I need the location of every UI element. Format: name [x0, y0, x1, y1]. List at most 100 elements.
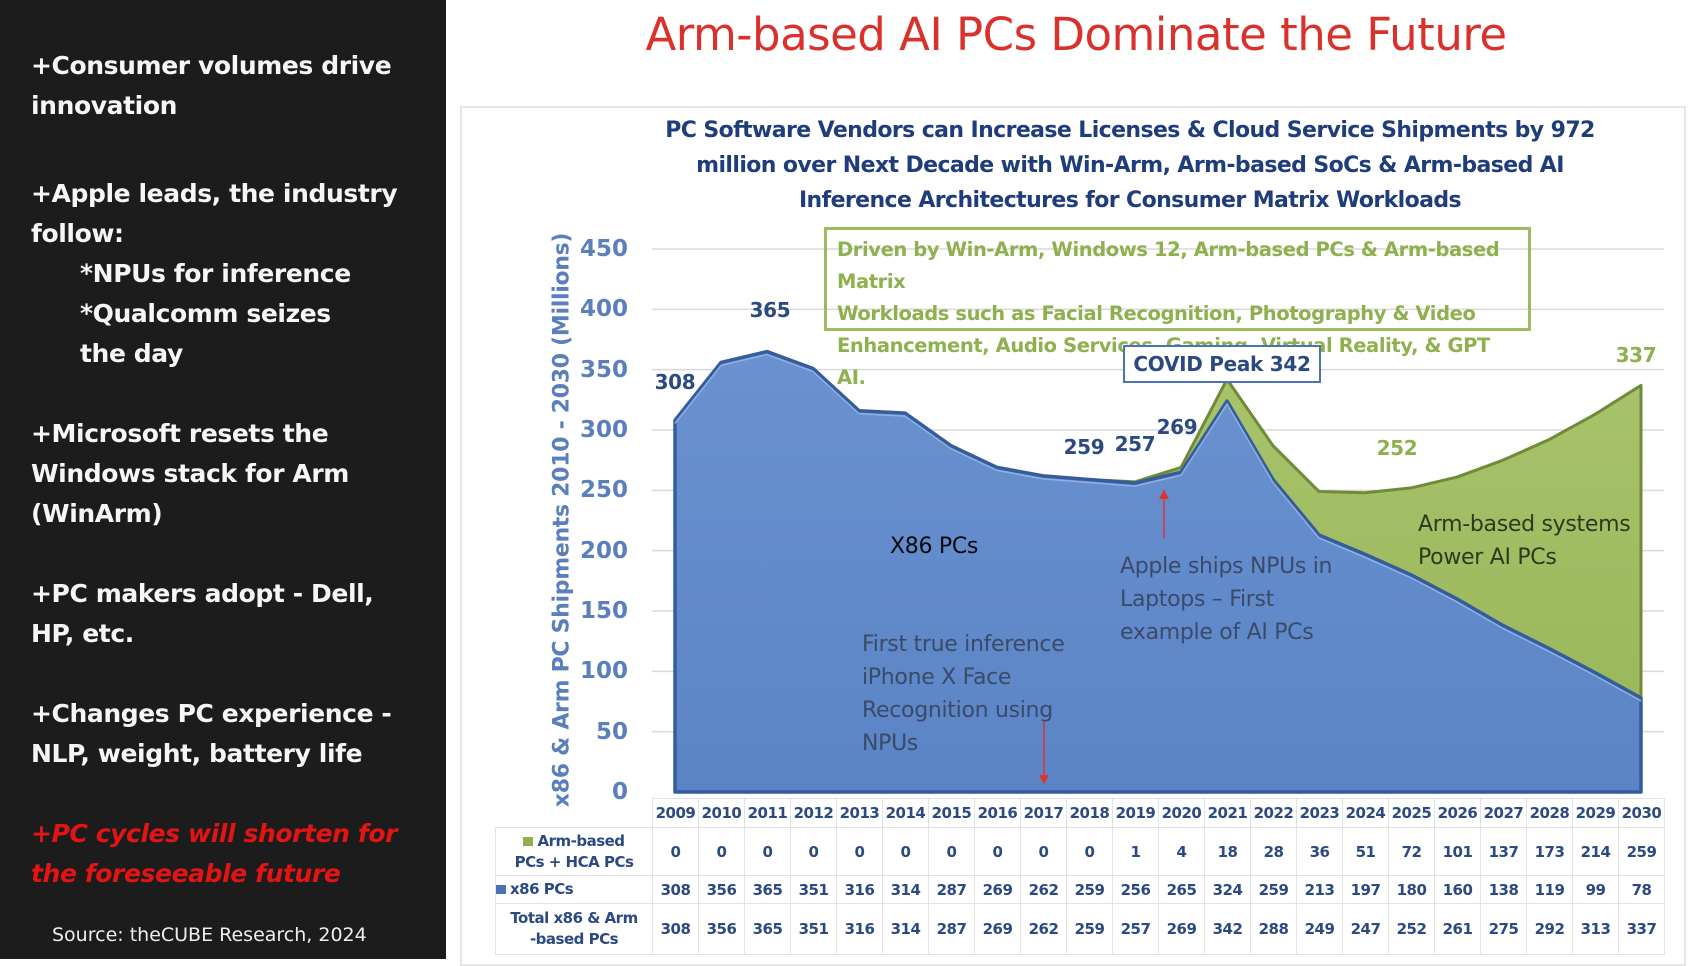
bullet-line: +Changes PC experience - — [31, 699, 392, 728]
note-line: First true inference — [862, 632, 1065, 657]
chart-title-line: million over Next Decade with Win-Arm, A… — [696, 153, 1564, 178]
apple-note-arrow-icon — [1159, 490, 1169, 538]
year-header-cell: 2025 — [1388, 798, 1435, 828]
annotation-line: Driven by Win-Arm, Windows 12, Arm-based… — [837, 238, 1500, 293]
table-cell: 313 — [1572, 903, 1619, 955]
year-header-cell: 2013 — [836, 798, 883, 828]
table-corner — [496, 799, 653, 828]
iphone-inference-note: First true inference iPhone X Face Recog… — [862, 628, 1065, 760]
table-cell: 308 — [652, 903, 699, 955]
year-header-cell: 2017 — [1020, 798, 1067, 828]
table-cell: 257 — [1112, 903, 1159, 955]
y-tick-label: 150 — [579, 598, 628, 624]
arm-label-line: Arm-based systems — [1418, 512, 1631, 537]
table-cell: 197 — [1342, 875, 1389, 904]
year-header-cell: 2030 — [1618, 798, 1665, 828]
chart-title: PC Software Vendors can Increase License… — [640, 113, 1620, 218]
y-tick-label: 450 — [579, 236, 628, 262]
table-cell: 160 — [1434, 875, 1481, 904]
table-cell: 365 — [744, 903, 791, 955]
annotation-line: Workloads such as Facial Recognition, Ph… — [837, 302, 1476, 325]
row-label-text: Total x86 & Arm — [510, 909, 638, 927]
table-cell: 252 — [1388, 903, 1435, 955]
row-label-text: Arm-based — [537, 831, 625, 850]
table-cell: 324 — [1204, 875, 1251, 904]
table-cell: 138 — [1480, 875, 1527, 904]
year-header-cell: 2023 — [1296, 798, 1343, 828]
year-header-cell: 2028 — [1526, 798, 1573, 828]
year-header-cell: 2012 — [790, 798, 837, 828]
table-cell: 0 — [652, 827, 699, 876]
table-cell: 265 — [1158, 875, 1205, 904]
year-header-cell: 2014 — [882, 798, 929, 828]
row-label-text: PCs + HCA PCs — [514, 852, 634, 871]
year-header-cell: 2020 — [1158, 798, 1205, 828]
year-header-row: 2009 2010 2011 2012 2013 2014 2015 2016 2017 2018… — [496, 798, 1665, 828]
apple-npu-note: Apple ships NPUs in Laptops – First exam… — [1120, 550, 1333, 649]
x86-area-label: X86 PCs — [890, 534, 979, 559]
bullet-line: HP, etc. — [31, 619, 134, 648]
table-cell: 269 — [974, 875, 1021, 904]
data-label-2030: 337 — [1615, 343, 1657, 368]
table-cell: 4 — [1158, 827, 1205, 876]
table-cell: 365 — [744, 875, 791, 904]
iphone-note-arrow-icon — [1039, 722, 1049, 784]
sub-bullet-qualcomm-cont: the day — [80, 339, 183, 368]
table-cell: 0 — [836, 827, 883, 876]
sub-bullet-qualcomm: *Qualcomm seizes — [80, 299, 331, 328]
table-cell: 101 — [1434, 827, 1481, 876]
left-panel: +Consumer volumes drive innovation +Appl… — [0, 0, 446, 959]
table-cell: 314 — [882, 875, 929, 904]
table-cell: 0 — [882, 827, 929, 876]
bullet-pc-makers: +PC makers adopt - Dell, HP, etc. — [31, 574, 374, 654]
table-cell: 287 — [928, 875, 975, 904]
x86-legend-marker-icon — [496, 885, 506, 894]
data-label-2011: 365 — [749, 297, 791, 322]
data-table: 2009 2010 2011 2012 2013 2014 2015 2016 2017 2018… — [495, 798, 1665, 955]
note-line: Recognition using — [862, 698, 1053, 723]
note-line: iPhone X Face — [862, 665, 1012, 690]
year-header-cell: 2010 — [698, 798, 745, 828]
table-cell: 351 — [790, 903, 837, 955]
table-cell: 292 — [1526, 903, 1573, 955]
table-cell: 259 — [1618, 827, 1665, 876]
table-cell: 51 — [1342, 827, 1389, 876]
table-cell: 180 — [1388, 875, 1435, 904]
table-cell: 288 — [1250, 903, 1297, 955]
table-cell: 342 — [1204, 903, 1251, 955]
year-header-cell: 2021 — [1204, 798, 1251, 828]
table-cell: 99 — [1572, 875, 1619, 904]
year-header-cell: 2009 — [652, 798, 699, 828]
data-label-2009: 308 — [654, 370, 696, 395]
y-tick-label: 250 — [579, 477, 628, 504]
table-cell: 78 — [1618, 875, 1665, 904]
table-cell: 36 — [1296, 827, 1343, 876]
year-header-cell: 2024 — [1342, 798, 1389, 828]
table-cell: 316 — [836, 903, 883, 955]
table-cell: 28 — [1250, 827, 1297, 876]
arm-legend-marker-icon — [523, 836, 534, 846]
table-cell: 1 — [1112, 827, 1159, 876]
bullet-line: NLP, weight, battery life — [31, 739, 363, 768]
y-tick-label: 350 — [579, 356, 628, 383]
table-row-arm: Arm-based PCs + HCA PCs 0 0 0 0 0 0 0 0 0 0 1 4 18 28… — [495, 827, 1665, 876]
table-cell: 269 — [974, 903, 1021, 955]
x86-series-area — [673, 349, 1643, 794]
y-tick-label: 200 — [579, 537, 628, 564]
table-cell: 173 — [1526, 827, 1573, 876]
table-cell: 0 — [1066, 827, 1113, 876]
row-label-total: Total x86 & Arm -based PCs — [495, 903, 653, 955]
bullet-pc-cycles: +PC cycles will shorten for the foreseea… — [31, 814, 397, 894]
table-cell: 214 — [1572, 827, 1619, 876]
bullet-apple-leads: +Apple leads, the industry follow: *NPUs… — [31, 174, 398, 374]
note-line: Laptops – First — [1120, 587, 1275, 612]
table-cell: 356 — [698, 875, 745, 904]
table-cell: 262 — [1020, 875, 1067, 904]
data-label-2018: 259 — [1063, 435, 1105, 460]
covid-peak-callout: COVID Peak 342 — [1123, 345, 1321, 383]
table-cell: 18 — [1204, 827, 1251, 876]
row-label-text: x86 PCs — [510, 880, 574, 898]
table-cell: 256 — [1112, 875, 1159, 904]
row-label-text: -based PCs — [529, 930, 619, 948]
